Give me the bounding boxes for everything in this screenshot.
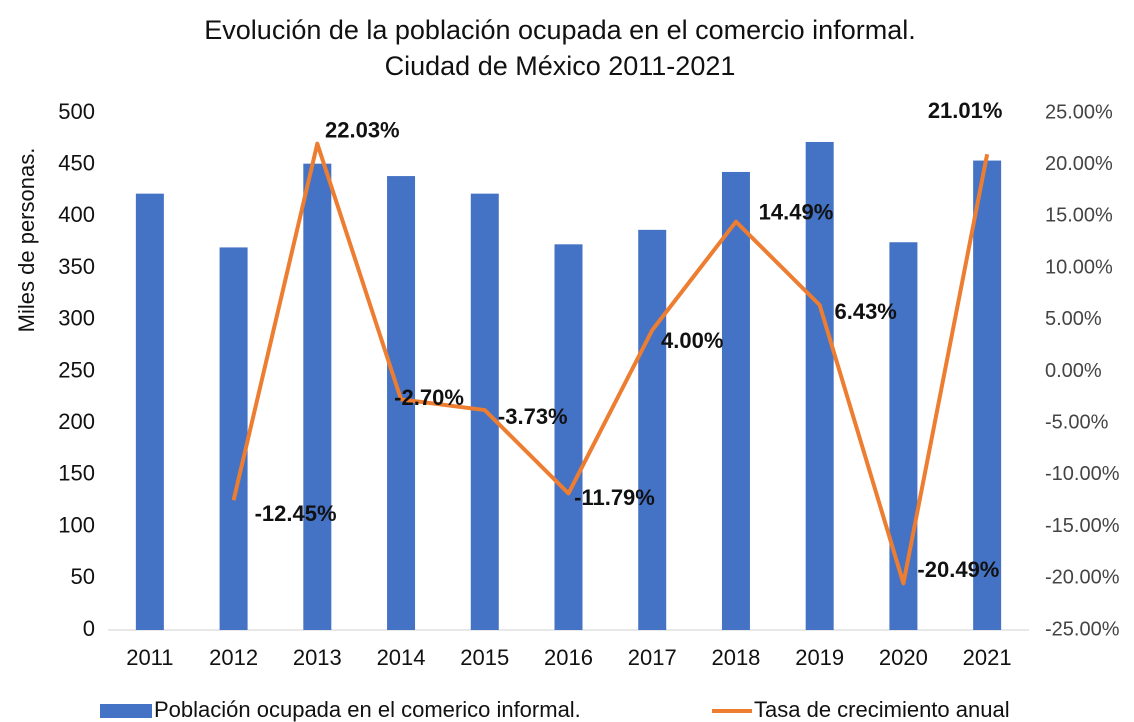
y-tick-label: 400: [58, 202, 95, 227]
y-tick-label: 0: [83, 616, 95, 641]
y-axis-label: Miles de personas.: [14, 148, 39, 333]
x-tick-label: 2016: [544, 645, 593, 670]
y-tick-label: 100: [58, 512, 95, 537]
bar: [805, 141, 834, 630]
y2-tick-label: 5.00%: [1045, 308, 1102, 330]
y2-tick-label: 15.00%: [1045, 205, 1113, 227]
x-tick-label: 2020: [879, 645, 928, 670]
bar: [973, 160, 1002, 630]
bar: [721, 171, 750, 631]
legend-label: Población ocupada en el comerico informa…: [154, 697, 581, 722]
data-label: -11.79%: [574, 485, 655, 510]
y2-tick-label: -25.00%: [1045, 618, 1120, 640]
y-tick-label: 500: [58, 99, 95, 124]
y-tick-label: 350: [58, 254, 95, 279]
y-tick-label: 200: [58, 409, 95, 434]
y2-tick-label: -10.00%: [1045, 463, 1120, 485]
y2-tick-label: 0.00%: [1045, 360, 1102, 382]
y2-tick-label: 10.00%: [1045, 256, 1113, 278]
data-label: 21.01%: [928, 98, 1003, 123]
bar: [638, 229, 667, 631]
y2-tick-label: 20.00%: [1045, 153, 1113, 175]
bar: [303, 163, 332, 630]
bar: [135, 193, 164, 631]
y-tick-label: 150: [58, 461, 95, 486]
data-label: 4.00%: [661, 328, 723, 353]
data-label: -3.73%: [498, 404, 568, 429]
chart-subtitle: Ciudad de México 2011-2021: [385, 51, 736, 81]
legend-label: Tasa de crecimiento anual: [754, 697, 1010, 722]
y2-tick-label: 25.00%: [1045, 101, 1113, 123]
data-label: 22.03%: [325, 118, 400, 143]
y-tick-label: 300: [58, 306, 95, 331]
x-tick-label: 2021: [963, 645, 1012, 670]
y2-tick-label: -15.00%: [1045, 515, 1120, 537]
bar: [889, 242, 918, 630]
x-tick-label: 2014: [377, 645, 426, 670]
y-tick-label: 250: [58, 357, 95, 382]
legend-swatch: [100, 704, 152, 718]
data-label: -2.70%: [394, 385, 464, 410]
bar: [219, 247, 248, 631]
chart-title: Evolución de la población ocupada en el …: [204, 15, 915, 45]
x-tick-label: 2019: [795, 645, 844, 670]
data-label: 6.43%: [834, 299, 896, 324]
data-label: 14.49%: [759, 199, 834, 224]
x-tick-label: 2012: [209, 645, 258, 670]
x-tick-label: 2015: [460, 645, 509, 670]
bar: [554, 244, 583, 630]
data-label: -12.45%: [255, 501, 337, 526]
bar: [387, 176, 416, 630]
line: [231, 141, 990, 586]
x-tick-label: 2017: [628, 645, 677, 670]
y-tick-label: 50: [71, 564, 95, 589]
data-label: -20.49%: [917, 557, 999, 582]
y2-tick-label: -20.00%: [1045, 567, 1120, 589]
x-tick-label: 2011: [126, 645, 173, 670]
x-tick-label: 2018: [711, 645, 760, 670]
y-tick-label: 450: [58, 151, 95, 176]
y2-tick-label: -5.00%: [1045, 411, 1109, 433]
x-tick-label: 2013: [293, 645, 342, 670]
